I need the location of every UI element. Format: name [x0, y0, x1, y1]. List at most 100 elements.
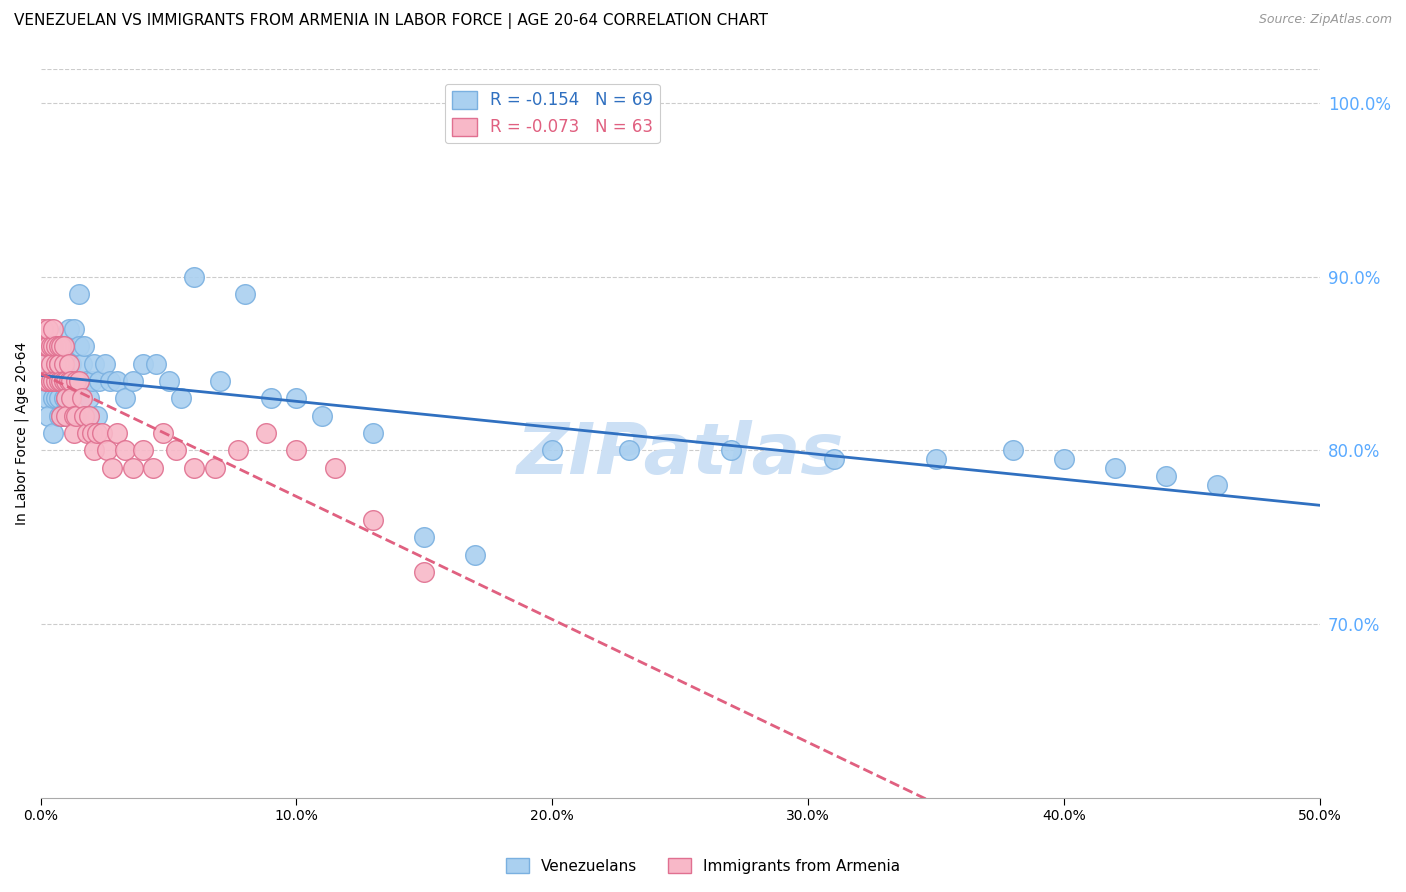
Point: [42, 374, 65, 388]
Point: [35, 339, 58, 353]
Point: [48, 339, 70, 353]
Point: [67, 287, 90, 301]
Point: [35, 392, 58, 406]
Point: [35, 374, 58, 388]
Point: [285, 443, 308, 458]
Point: [49, 357, 72, 371]
Point: [98, 374, 121, 388]
Point: [121, 374, 143, 388]
Point: [91, 426, 114, 441]
Point: [165, 443, 187, 458]
Point: [58, 322, 80, 336]
Point: [39, 374, 62, 388]
Point: [42, 426, 65, 441]
Point: [720, 443, 742, 458]
Point: [55, 374, 77, 388]
Point: [93, 357, 115, 371]
Point: [55, 339, 77, 353]
Point: [37, 374, 59, 388]
Point: [52, 357, 75, 371]
Point: [132, 357, 155, 371]
Point: [260, 392, 283, 406]
Point: [1053, 452, 1076, 467]
Point: [58, 374, 80, 388]
Point: [32, 322, 55, 336]
Point: [35, 357, 58, 371]
Point: [49, 374, 72, 388]
Point: [60, 374, 83, 388]
Point: [63, 322, 86, 336]
Point: [83, 357, 105, 371]
Point: [1104, 460, 1126, 475]
Point: [32, 357, 55, 371]
Point: [105, 374, 128, 388]
Point: [121, 460, 143, 475]
Point: [70, 392, 93, 406]
Point: [101, 460, 124, 475]
Text: ZIPatlas: ZIPatlas: [516, 420, 844, 490]
Legend: R = -0.154   N = 69, R = -0.073   N = 63: R = -0.154 N = 69, R = -0.073 N = 63: [444, 84, 659, 143]
Point: [285, 392, 308, 406]
Point: [45, 374, 67, 388]
Point: [45, 392, 67, 406]
Point: [76, 374, 98, 388]
Point: [96, 443, 118, 458]
Point: [1154, 469, 1177, 483]
Point: [226, 443, 249, 458]
Point: [48, 392, 70, 406]
Point: [67, 374, 90, 388]
Point: [39, 339, 62, 353]
Point: [152, 426, 174, 441]
Point: [183, 269, 205, 284]
Point: [49, 374, 72, 388]
Point: [361, 426, 384, 441]
Point: [823, 452, 845, 467]
Point: [49, 409, 72, 423]
Point: [42, 357, 65, 371]
Point: [60, 357, 83, 371]
Point: [464, 548, 486, 562]
Text: VENEZUELAN VS IMMIGRANTS FROM ARMENIA IN LABOR FORCE | AGE 20-64 CORRELATION CHA: VENEZUELAN VS IMMIGRANTS FROM ARMENIA IN…: [14, 13, 768, 29]
Point: [208, 374, 231, 388]
Point: [541, 443, 564, 458]
Point: [52, 392, 75, 406]
Point: [45, 374, 67, 388]
Point: [86, 426, 108, 441]
Point: [323, 460, 346, 475]
Point: [233, 287, 256, 301]
Point: [67, 339, 90, 353]
Point: [65, 374, 87, 388]
Point: [63, 409, 86, 423]
Point: [114, 392, 136, 406]
Point: [65, 409, 87, 423]
Point: [39, 339, 62, 353]
Text: Source: ZipAtlas.com: Source: ZipAtlas.com: [1258, 13, 1392, 27]
Point: [63, 426, 86, 441]
Point: [413, 565, 436, 579]
Point: [86, 409, 108, 423]
Point: [925, 452, 948, 467]
Point: [37, 339, 59, 353]
Point: [311, 409, 333, 423]
Legend: Venezuelans, Immigrants from Armenia: Venezuelans, Immigrants from Armenia: [499, 852, 907, 880]
Point: [52, 339, 75, 353]
Point: [132, 443, 155, 458]
Point: [48, 374, 70, 388]
Point: [37, 374, 59, 388]
Point: [80, 426, 103, 441]
Point: [48, 357, 70, 371]
Point: [60, 392, 83, 406]
Point: [39, 357, 62, 371]
Point: [77, 409, 100, 423]
Point: [63, 374, 86, 388]
Point: [49, 339, 72, 353]
Point: [42, 339, 65, 353]
Point: [55, 392, 77, 406]
Point: [89, 374, 111, 388]
Point: [39, 374, 62, 388]
Point: [105, 426, 128, 441]
Point: [361, 513, 384, 527]
Point: [145, 357, 167, 371]
Point: [617, 443, 640, 458]
Point: [83, 443, 105, 458]
